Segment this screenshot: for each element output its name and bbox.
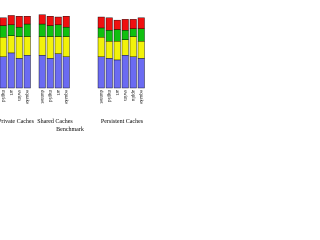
bar-segment bbox=[113, 19, 121, 30]
bar-segment bbox=[0, 17, 7, 26]
bar-segment bbox=[38, 14, 46, 25]
bar-segment bbox=[7, 52, 15, 89]
bar-segment bbox=[121, 19, 129, 31]
bar-segment bbox=[7, 15, 15, 26]
bar-segment bbox=[46, 16, 54, 26]
bar-segment bbox=[137, 41, 145, 59]
bar-segment bbox=[97, 27, 105, 38]
bar-segment bbox=[113, 41, 121, 61]
x-tick-label: art bbox=[55, 90, 60, 96]
bar-segment bbox=[137, 17, 145, 29]
group-label: Shared Caches bbox=[37, 119, 73, 125]
x-tick-label: mgrid bbox=[106, 90, 111, 102]
bar-segment bbox=[129, 19, 137, 29]
bar-segment bbox=[46, 58, 54, 89]
x-tick-label: mgrid bbox=[0, 90, 5, 102]
bar-segment bbox=[105, 58, 113, 89]
bar-segment bbox=[121, 55, 129, 89]
bar-segment bbox=[54, 36, 62, 54]
bar-segment bbox=[54, 16, 62, 26]
bar-segment bbox=[113, 59, 121, 89]
bar-segment bbox=[23, 55, 31, 89]
x-axis-label: Benchmark bbox=[56, 127, 84, 133]
bar-segment bbox=[62, 56, 70, 89]
bar-segment bbox=[121, 39, 129, 56]
bar-segment bbox=[0, 37, 7, 57]
bar-segment bbox=[97, 37, 105, 57]
bar-segment bbox=[129, 56, 137, 89]
x-tick-label: equake bbox=[138, 90, 143, 105]
x-tick-label: art bbox=[8, 90, 13, 96]
group-label: Persistent Caches bbox=[101, 119, 144, 125]
bar-segment bbox=[54, 24, 62, 37]
bar-segment bbox=[97, 56, 105, 89]
bar-segment bbox=[105, 30, 113, 42]
x-tick-label: equake bbox=[24, 90, 29, 105]
bar-segment bbox=[15, 36, 23, 59]
x-tick-label: equake bbox=[63, 90, 68, 105]
x-tick-label: swim bbox=[16, 90, 21, 101]
bar-segment bbox=[0, 56, 7, 89]
x-tick-label: dunnet bbox=[39, 90, 44, 104]
bar-segment bbox=[137, 58, 145, 89]
bar-segment bbox=[38, 36, 46, 56]
bar-segment bbox=[129, 36, 137, 58]
bar-segment bbox=[137, 28, 145, 42]
bar-segment bbox=[7, 24, 15, 36]
bar-segment bbox=[15, 26, 23, 37]
bar-segment bbox=[38, 55, 46, 89]
bar-segment bbox=[113, 29, 121, 42]
bar-segment bbox=[62, 36, 70, 58]
group-label: Private Caches bbox=[0, 119, 35, 125]
bar-segment bbox=[15, 16, 23, 28]
bar-segment bbox=[129, 28, 137, 37]
bar-segment bbox=[23, 16, 31, 25]
x-tick-label: art bbox=[114, 90, 119, 96]
bar-segment bbox=[105, 17, 113, 31]
bar-segment bbox=[62, 26, 70, 37]
bar-segment bbox=[23, 36, 31, 56]
bar-segment bbox=[46, 25, 54, 37]
x-tick-label: applu bbox=[130, 90, 135, 102]
bar-segment bbox=[46, 36, 54, 59]
bar-segment bbox=[23, 23, 31, 37]
bar-segment bbox=[62, 16, 70, 28]
x-tick-label: dunnet bbox=[98, 90, 103, 104]
x-tick-label: swim bbox=[122, 90, 127, 101]
bar-segment bbox=[97, 16, 105, 29]
bar-segment bbox=[7, 35, 15, 54]
bar-segment bbox=[54, 53, 62, 89]
bar-segment bbox=[38, 23, 46, 37]
bar-segment bbox=[15, 58, 23, 89]
bar-segment bbox=[105, 41, 113, 59]
bar-segment bbox=[121, 30, 129, 40]
x-tick-label: mgrid bbox=[47, 90, 52, 102]
bar-segment bbox=[0, 25, 7, 38]
